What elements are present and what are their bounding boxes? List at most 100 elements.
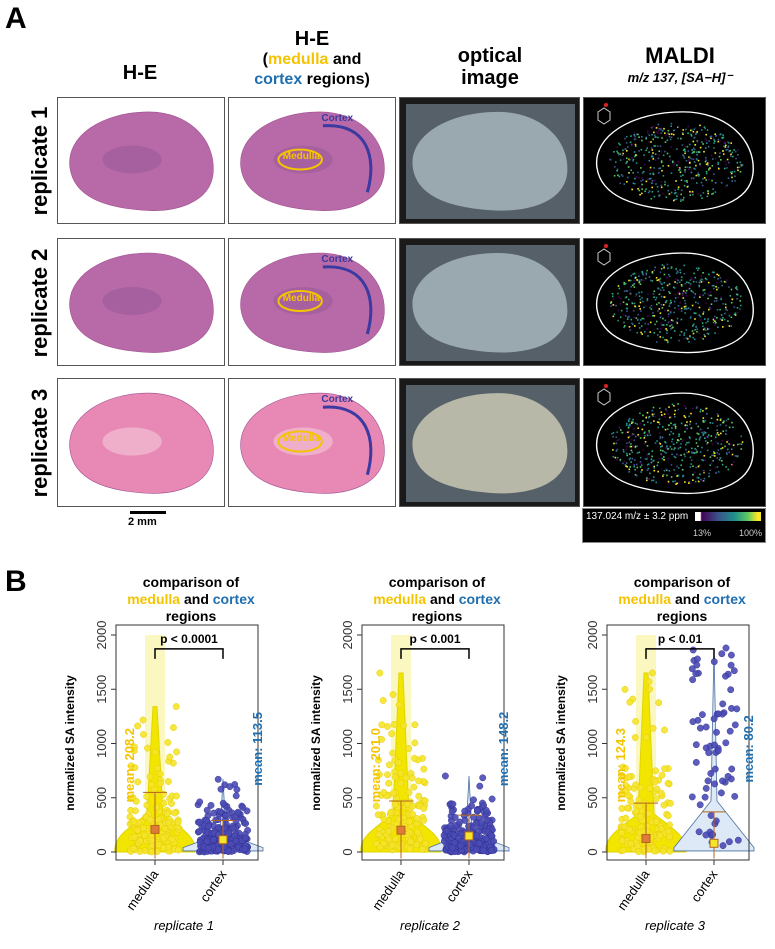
plot-title-3: comparison of medulla and cortex regions (582, 574, 775, 625)
data-point-medulla (403, 800, 411, 808)
data-point-cortex (728, 765, 736, 773)
mean-label-medulla: mean: 124.3 (613, 728, 628, 802)
data-point-medulla (378, 735, 386, 743)
panel-b-label: B (5, 565, 27, 598)
data-point-medulla (389, 749, 397, 757)
data-point-cortex (241, 845, 249, 853)
title-cortex: cortex (212, 591, 255, 607)
colorbar-max: 100% (739, 528, 763, 538)
data-point-medulla (632, 781, 640, 789)
plot-title-1: comparison of medulla and cortex regions (91, 574, 291, 625)
p-value-label: p < 0.0001 (160, 632, 218, 646)
data-point-cortex (705, 749, 713, 757)
optical-image-rep3 (399, 378, 580, 507)
data-point-medulla (658, 771, 666, 779)
y-tick-label: 1000 (94, 729, 109, 758)
cortex-label: Cortex (321, 394, 354, 406)
data-point-medulla (134, 722, 142, 730)
data-point-cortex (210, 836, 217, 844)
y-tick-label: 0 (585, 848, 600, 855)
data-point-medulla (139, 716, 147, 724)
data-point-medulla (619, 846, 627, 854)
data-point-medulla (405, 788, 413, 796)
data-point-cortex (232, 792, 240, 800)
header-he: H-E (122, 62, 158, 84)
data-point-cortex (733, 705, 741, 713)
data-point-medulla (648, 669, 656, 677)
data-point-cortex (734, 836, 742, 844)
data-point-medulla (411, 739, 419, 747)
optical-image-rep2 (399, 238, 580, 366)
y-tick-label: 1500 (94, 675, 109, 704)
data-point-medulla (406, 838, 414, 845)
data-point-medulla (666, 821, 673, 829)
y-tick-label: 1500 (585, 675, 600, 704)
data-point-cortex (711, 780, 719, 788)
data-point-medulla (413, 815, 421, 822)
violin-plot-3: 0 500 1000 1500 2000 normalized SA intensity m… (554, 621, 756, 913)
data-point-medulla (153, 803, 161, 811)
data-point-medulla (405, 745, 413, 752)
data-point-cortex (457, 842, 465, 850)
data-point-cortex (713, 728, 720, 736)
data-point-cortex (241, 834, 249, 842)
data-point-cortex (731, 792, 739, 800)
data-point-cortex (480, 847, 487, 855)
violin-plot-1: 0 500 1000 1500 2000 normalized SA intensity m… (63, 621, 265, 913)
data-point-medulla (380, 815, 388, 823)
data-point-cortex (214, 775, 222, 783)
data-point-medulla (656, 832, 664, 839)
data-point-cortex (212, 816, 220, 824)
data-point-medulla (169, 724, 177, 732)
y-tick-label: 2000 (94, 621, 109, 650)
data-point-medulla (410, 783, 418, 791)
data-point-cortex (731, 721, 739, 729)
data-point-cortex (204, 844, 212, 852)
significance-bracket (154, 648, 224, 659)
data-point-medulla (166, 753, 174, 761)
data-point-cortex (220, 825, 228, 833)
data-point-medulla (388, 730, 396, 738)
data-point-cortex (689, 718, 697, 726)
x-tick-label: medulla (123, 866, 162, 913)
data-point-cortex (473, 846, 480, 853)
data-point-medulla (372, 802, 380, 810)
data-point-medulla (160, 834, 168, 842)
data-point-cortex (443, 827, 451, 835)
data-point-medulla (408, 774, 416, 782)
replicate-label-1: replicate 1 (154, 918, 214, 933)
data-point-medulla (661, 765, 669, 773)
data-point-cortex (225, 829, 233, 837)
data-point-medulla (395, 759, 403, 767)
data-point-cortex (490, 837, 498, 845)
data-point-medulla (396, 844, 404, 851)
data-point-medulla (406, 845, 414, 853)
medulla-label: Medulla (282, 292, 320, 304)
data-point-cortex (488, 795, 496, 803)
plot-frame (115, 624, 259, 861)
data-point-medulla (632, 717, 640, 725)
data-point-cortex (688, 665, 696, 673)
maldi-image-rep2 (583, 238, 766, 366)
cortex-label: Cortex (321, 113, 354, 125)
data-point-cortex (470, 796, 477, 804)
header-he-line1: H-E (294, 28, 330, 50)
regions-word: regions) (302, 71, 370, 88)
title-line1: comparison of (633, 574, 731, 590)
scale-bar (130, 511, 166, 514)
data-point-medulla (411, 754, 418, 762)
data-point-medulla (385, 761, 393, 769)
data-point-cortex (449, 800, 457, 808)
mean-marker-medulla (641, 834, 651, 844)
data-point-cortex (239, 803, 247, 811)
data-point-cortex (701, 793, 709, 801)
title-line3: regions (411, 608, 463, 624)
mean-label-medulla: mean: 208.2 (122, 728, 137, 802)
header-maldi-sub: m/z 137, [SA−H]⁻ (627, 70, 733, 85)
x-tick-label: cortex (197, 867, 230, 905)
cortex-label: Cortex (321, 254, 354, 266)
colorbar-label: 137.024 m/z ± 3.2 ppm (586, 511, 689, 522)
y-tick-label: 0 (94, 848, 109, 855)
data-point-cortex (726, 727, 734, 735)
data-point-cortex (692, 758, 700, 766)
